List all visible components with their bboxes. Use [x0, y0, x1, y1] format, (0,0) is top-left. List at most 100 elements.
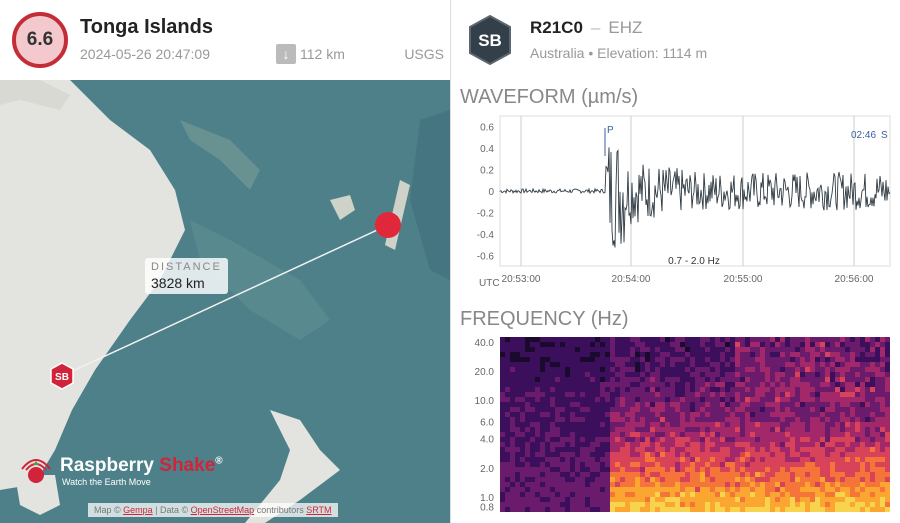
spectrogram-cell [650, 442, 655, 447]
spectrogram-cell [515, 492, 520, 497]
spectrogram-cell [775, 392, 780, 397]
spectrogram-cell [655, 467, 660, 472]
spectrogram-cell [520, 377, 525, 382]
spectrogram-cell [870, 497, 875, 502]
spectrogram-cell [715, 377, 720, 382]
spectrogram-cell [705, 502, 710, 507]
spectrogram-cell [525, 477, 530, 482]
spectrogram-cell [725, 352, 730, 357]
spectrogram-cell [575, 487, 580, 492]
spectrogram-cell [855, 422, 860, 427]
spectrogram-cell [650, 427, 655, 432]
spectrogram-cell [645, 437, 650, 442]
spectrogram-cell [885, 337, 890, 342]
spectrogram-cell [510, 457, 515, 462]
osm-link[interactable]: OpenStreetMap [190, 505, 255, 515]
spectrogram-cell [750, 492, 755, 497]
spectrogram-cell [585, 432, 590, 437]
spectrogram-cell [530, 402, 535, 407]
spectrogram-cell [840, 427, 845, 432]
spectrogram-cell [880, 437, 885, 442]
spectrogram-cell [525, 347, 530, 352]
spectrogram-cell [540, 382, 545, 387]
spectrogram-cell [640, 347, 645, 352]
srtm-link[interactable]: SRTM [306, 505, 332, 515]
spectrogram-cell [885, 387, 890, 392]
spectrogram-cell [660, 462, 665, 467]
spectrogram-cell [815, 412, 820, 417]
spectrogram-cell [525, 432, 530, 437]
spectrogram-cell [810, 447, 815, 452]
spectrogram-cell [560, 352, 565, 357]
gempa-link[interactable]: Gempa [123, 505, 153, 515]
spectrogram-cell [730, 502, 735, 507]
waveform-chart[interactable]: 0.60.40.20-0.2-0.4-0.620:53:00 20:54:00 20… [451, 110, 900, 295]
spectrogram-cell [580, 417, 585, 422]
spectrogram-cell [730, 367, 735, 372]
spectrogram-cell [785, 377, 790, 382]
spectrogram-cell [600, 397, 605, 402]
spectrogram-cell [510, 482, 515, 487]
spectrogram-cell [545, 432, 550, 437]
spectrogram-cell [530, 407, 535, 412]
spectrogram-cell [530, 462, 535, 467]
spectrogram-cell [710, 387, 715, 392]
spectrogram-cell [685, 357, 690, 362]
station-marker[interactable] [50, 362, 74, 390]
spectrogram-cell [690, 502, 695, 507]
spectrogram-cell [725, 392, 730, 397]
spectrogram-cell [710, 472, 715, 477]
spectrogram-cell [800, 407, 805, 412]
spectrogram-cell [545, 407, 550, 412]
spectrogram-cell [710, 457, 715, 462]
spectrogram-cell [805, 467, 810, 472]
spectrogram-cell [675, 367, 680, 372]
spectrogram-cell [585, 382, 590, 387]
spectrogram-chart[interactable]: 40.020.010.06.04.02.01.00.8 [451, 330, 900, 520]
spectrogram-cell [560, 377, 565, 382]
spectrogram-cell [700, 462, 705, 467]
spectrogram-cell [795, 487, 800, 492]
spectrogram-cell [690, 367, 695, 372]
spectrogram-cell [665, 387, 670, 392]
spectrogram-cell [620, 352, 625, 357]
spectrogram-cell [670, 467, 675, 472]
epicenter-marker[interactable] [375, 212, 401, 238]
spectrogram-cell [745, 507, 750, 512]
spectrogram-cell [565, 382, 570, 387]
spectrogram-cell [760, 422, 765, 427]
spectrogram-cell [615, 342, 620, 347]
map[interactable]: SB DISTANCE 3828 km [0, 80, 450, 523]
spectrogram-cell [715, 387, 720, 392]
spectrogram-cell [575, 387, 580, 392]
spectrogram-cell [695, 437, 700, 442]
spectrogram-cell [815, 457, 820, 462]
spectrogram-cell [830, 417, 835, 422]
spectrogram-cell [630, 367, 635, 372]
spectrogram-cell [735, 502, 740, 507]
spectrogram-cell [640, 417, 645, 422]
spectrogram-cell [605, 497, 610, 502]
spectrogram-cell [735, 497, 740, 502]
spectrogram-cell [825, 422, 830, 427]
spectrogram-cell [615, 357, 620, 362]
spectrogram-cell [715, 337, 720, 342]
spectrogram-cell [870, 457, 875, 462]
freq-tick-label: 1.0 [480, 493, 494, 504]
spectrogram-cell [535, 492, 540, 497]
spectrogram-cell [870, 357, 875, 362]
spectrogram-cell [750, 412, 755, 417]
spectrogram-cell [585, 492, 590, 497]
spectrogram-cell [875, 437, 880, 442]
y-tick-label: 0.4 [480, 144, 494, 155]
spectrogram-cell [715, 442, 720, 447]
spectrogram-cell [630, 422, 635, 427]
spectrogram-cell [500, 357, 505, 362]
spectrogram-cell [585, 377, 590, 382]
spectrogram-cell [875, 357, 880, 362]
spectrogram-cell [715, 397, 720, 402]
spectrogram-cell [745, 407, 750, 412]
spectrogram-cell [770, 352, 775, 357]
spectrogram-cell [820, 507, 825, 512]
spectrogram-cell [660, 482, 665, 487]
